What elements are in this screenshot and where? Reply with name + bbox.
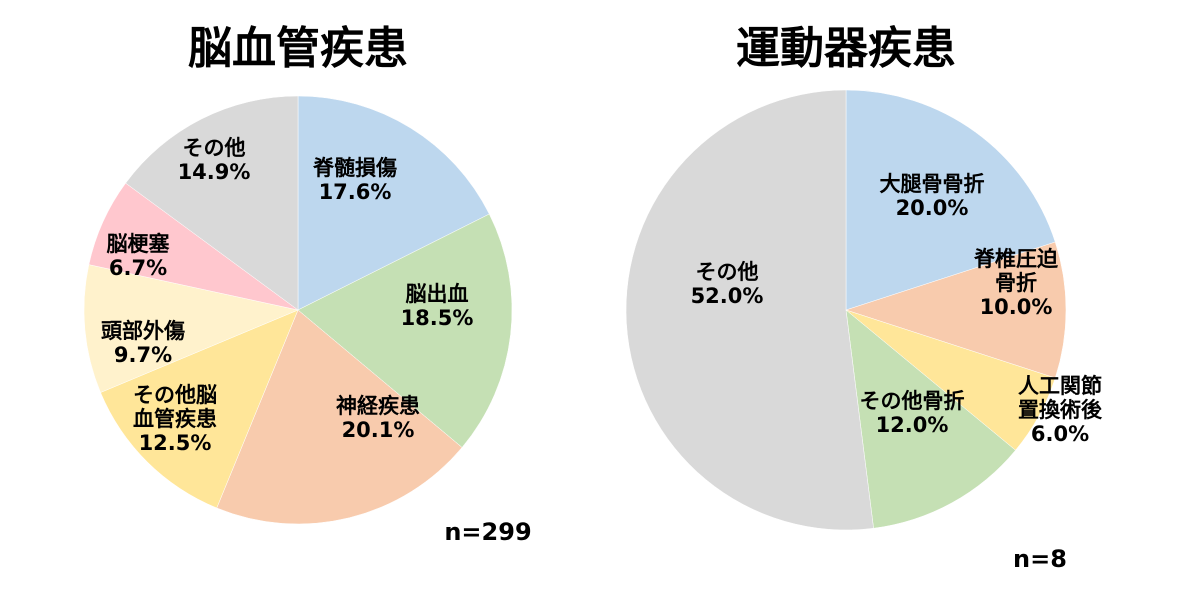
cerebro-slice-label-6: その他 14.9% <box>178 136 251 184</box>
musculo-slice-0 <box>845 89 1056 311</box>
slice-percent-label: 12.0% <box>876 413 949 437</box>
cerebro-slice-1 <box>297 213 513 448</box>
cerebro-slice-label-0: 脊髄損傷 17.6% <box>312 156 397 204</box>
cerebro-slice-4 <box>83 264 299 393</box>
slice-category-label: その他 <box>183 136 246 160</box>
slice-category-label: 神経疾患 <box>336 394 420 418</box>
slice-percent-label: 18.5% <box>401 306 474 330</box>
cerebro-slice-label-3: その他脳血管疾患 12.5% <box>133 383 217 455</box>
slice-percent-label: 12.5% <box>139 431 212 455</box>
slice-category-label: 頭部外傷 <box>101 319 185 343</box>
musculo-slice-label-3: その他骨折 12.0% <box>860 389 965 437</box>
slice-percent-label: 14.9% <box>178 160 251 184</box>
slice-category-label: 置換術後 <box>1018 398 1103 422</box>
musculo-slice-3 <box>845 309 1016 529</box>
cerebro-slice-label-1: 脳出血 18.5% <box>401 282 474 330</box>
musculo-slice-label-1: 脊椎圧迫骨折 10.0% <box>973 247 1059 319</box>
cerebro-slice-6 <box>125 95 299 311</box>
chart-title-cerebrovascular: 脳血管疾患 <box>188 23 408 74</box>
cerebro-pie <box>83 95 513 525</box>
slice-category-label: 人工関節 <box>1018 374 1102 398</box>
sample-size-cerebrovascular: n=299 <box>444 518 531 546</box>
slice-percent-label: 10.0% <box>980 295 1053 319</box>
chart-title-musculoskeletal: 運動器疾患 <box>736 23 956 74</box>
slice-percent-label: 17.6% <box>319 180 392 204</box>
musculo-slice-label-4: その他 52.0% <box>691 260 764 308</box>
musculo-slice-label-0: 大腿骨骨折 20.0% <box>880 172 985 220</box>
slice-category-label: 脳梗塞 <box>107 232 171 256</box>
musculo-pie <box>625 89 1067 531</box>
slice-category-label: その他骨折 <box>860 389 965 413</box>
cerebro-slice-label-4: 頭部外傷 9.7% <box>101 319 185 367</box>
cerebro-slice-label-2: 神経疾患 20.1% <box>336 394 420 442</box>
slice-percent-label: 52.0% <box>691 284 764 308</box>
slice-category-label: 脳出血 <box>406 282 469 306</box>
slice-category-label: 大腿骨骨折 <box>880 172 985 196</box>
cerebro-slice-3 <box>100 309 299 509</box>
slice-category-label: その他 <box>696 260 759 284</box>
cerebro-slice-0 <box>297 95 490 311</box>
slice-percent-label: 20.0% <box>896 196 969 220</box>
musculo-slice-4 <box>625 89 874 531</box>
musculo-slice-1 <box>845 241 1067 379</box>
slice-category-label: 骨折 <box>995 271 1037 295</box>
sample-size-musculoskeletal: n=8 <box>1013 545 1067 573</box>
slice-category-label: 脊椎圧迫 <box>973 247 1059 271</box>
slice-category-label: 脊髄損傷 <box>312 156 397 180</box>
slice-category-label: 血管疾患 <box>133 407 217 431</box>
slice-percent-label: 6.0% <box>1031 422 1089 446</box>
slice-percent-label: 9.7% <box>114 343 172 367</box>
slice-percent-label: 6.7% <box>109 256 167 280</box>
slice-category-label: その他脳 <box>133 383 217 407</box>
slice-percent-label: 20.1% <box>342 418 415 442</box>
cerebro-slice-label-5: 脳梗塞 6.7% <box>107 232 171 280</box>
musculo-slice-label-2: 人工関節置換術後 6.0% <box>1018 374 1103 446</box>
cerebro-slice-2 <box>216 309 463 525</box>
